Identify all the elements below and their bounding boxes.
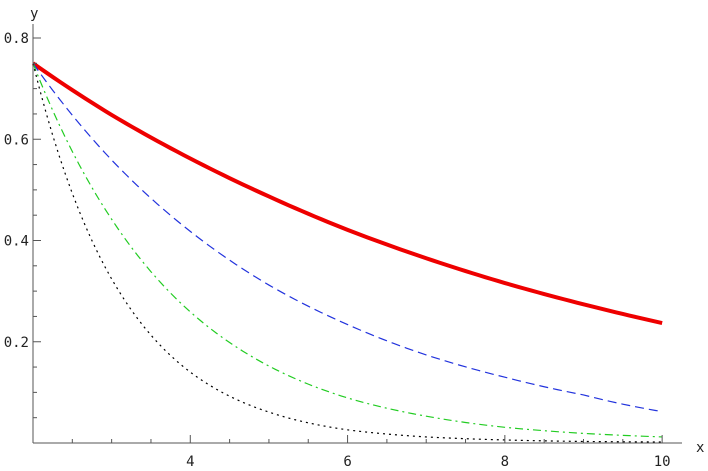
series-line-1 [31,61,663,325]
x-axis-label: x [696,440,704,456]
y-tick-label: 0.8 [4,31,29,47]
ticks-layer: 4 6 8 10 0.2 0.4 0.6 0.8 [4,31,671,470]
y-tick-label: 0.2 [4,335,29,351]
series-line-3 [32,63,663,438]
series-line-2 [32,62,663,413]
y-tick-label: 0.6 [4,132,29,148]
x-tick-label: 10 [654,454,671,470]
y-tick-label: 0.4 [4,234,29,250]
x-tick-label: 8 [501,454,509,470]
x-tick-label: 4 [186,454,194,470]
x-tick-label: 6 [343,454,351,470]
series-line-4 [32,63,663,443]
series-layer [31,61,663,443]
y-axis-label: y [30,6,38,22]
